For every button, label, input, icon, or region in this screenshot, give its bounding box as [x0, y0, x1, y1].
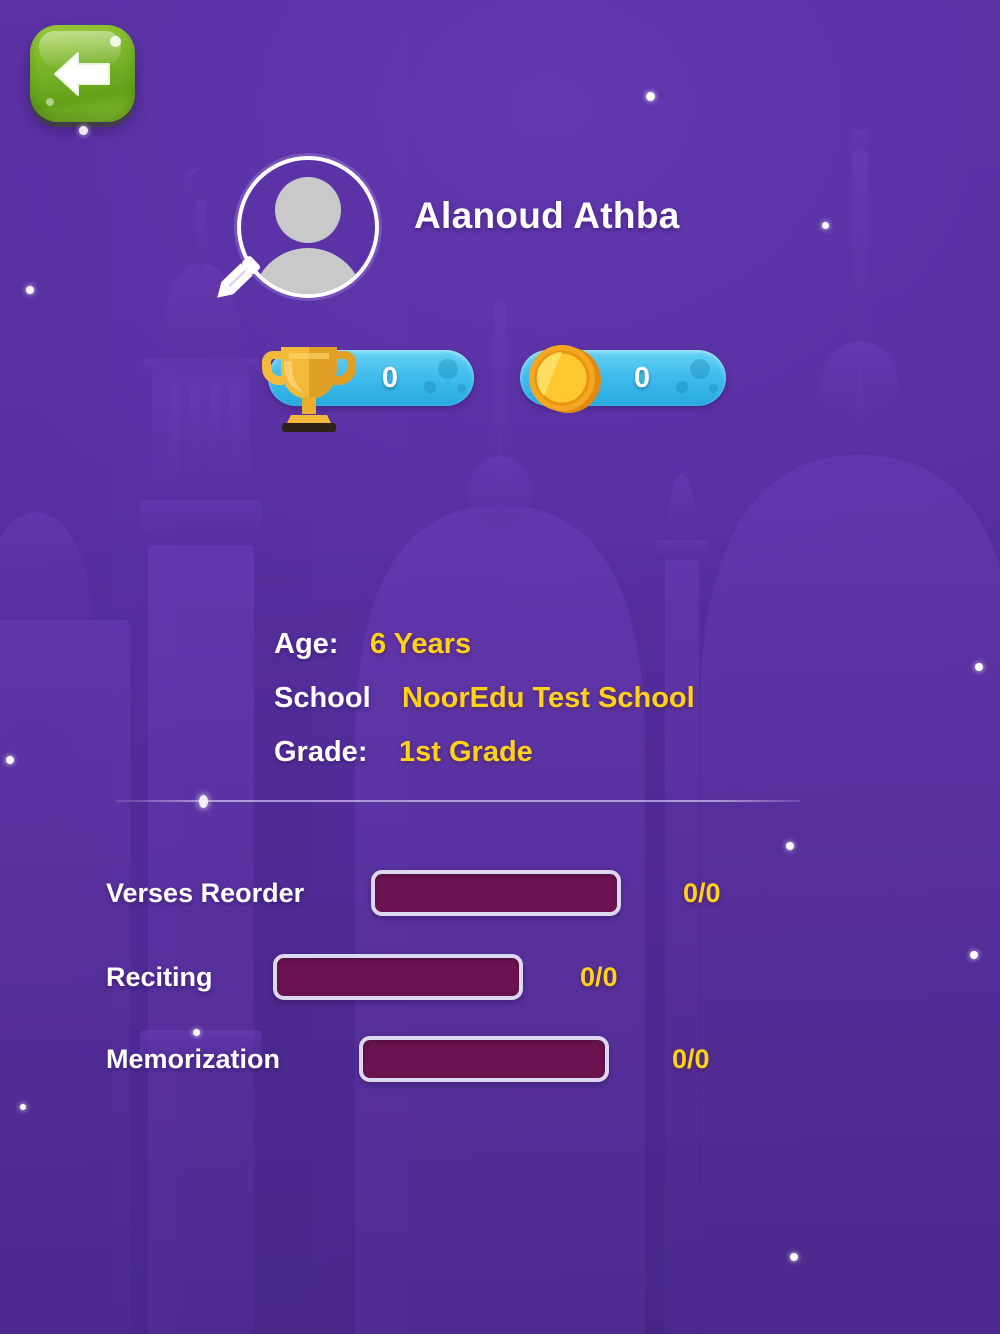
progress-bar[interactable] [273, 954, 523, 1000]
button-highlight-secondary [46, 98, 54, 106]
bubble-dot [438, 359, 458, 379]
progress-label: Memorization [106, 1044, 281, 1074]
trophy-icon [262, 347, 356, 432]
star-dot [79, 126, 88, 135]
progress-row-verses-reorder: Verses Reorder 0/0 [106, 870, 766, 916]
star-dot [822, 222, 829, 229]
coin-icon [529, 345, 601, 413]
info-row-grade: Grade: 1st Grade [274, 736, 695, 790]
bubble-dot [709, 384, 718, 393]
progress-label: Verses Reorder [106, 878, 305, 908]
star-dot [26, 286, 34, 294]
bubble-dot [457, 384, 466, 393]
coin-stat-badge[interactable]: 0 [520, 345, 726, 413]
info-row-age: Age: 6 Years [274, 628, 695, 682]
divider-dot [199, 795, 208, 808]
arrow-left-icon [54, 52, 110, 96]
profile-name: Alanoud Athba [414, 195, 680, 236]
star-dot [193, 1029, 200, 1036]
back-button[interactable] [30, 25, 135, 122]
progress-row-memorization: Memorization 0/0 [106, 1036, 766, 1082]
info-label-school: School [274, 682, 371, 714]
info-value-age: 6 Years [370, 628, 472, 660]
progress-count: 0/0 [683, 878, 721, 908]
bubble-dot [676, 381, 688, 393]
star-dot [790, 1253, 798, 1261]
progress-row-reciting: Reciting 0/0 [106, 954, 766, 1000]
info-row-school: School NoorEdu Test School [274, 682, 695, 736]
trophy-stat-badge[interactable]: 0 [262, 347, 474, 432]
star-dot [646, 92, 655, 101]
avatar-body-shape [252, 248, 364, 294]
star-dot [786, 842, 794, 850]
progress-bar[interactable] [359, 1036, 609, 1082]
star-dot [970, 951, 978, 959]
progress-count: 0/0 [672, 1044, 710, 1074]
star-dot [20, 1104, 26, 1110]
star-dot [975, 663, 983, 671]
info-value-school: NoorEdu Test School [402, 682, 695, 714]
bubble-dot [690, 359, 710, 379]
progress-count: 0/0 [580, 962, 618, 992]
info-label-age: Age: [274, 628, 339, 660]
avatar-head-shape [275, 177, 341, 243]
section-divider [116, 800, 800, 802]
info-label-grade: Grade: [274, 736, 368, 768]
avatar[interactable] [237, 156, 379, 298]
info-value-grade: 1st Grade [399, 736, 533, 768]
pencil-icon[interactable] [206, 248, 268, 308]
bubble-dot [424, 381, 436, 393]
coin-count: 0 [633, 362, 651, 394]
trophy-count: 0 [381, 362, 399, 394]
profile-info-list: Age: 6 Years School NoorEdu Test School … [274, 628, 695, 790]
button-highlight [110, 36, 121, 47]
star-dot [6, 756, 14, 764]
progress-bar[interactable] [371, 870, 621, 916]
progress-label: Reciting [106, 962, 213, 992]
